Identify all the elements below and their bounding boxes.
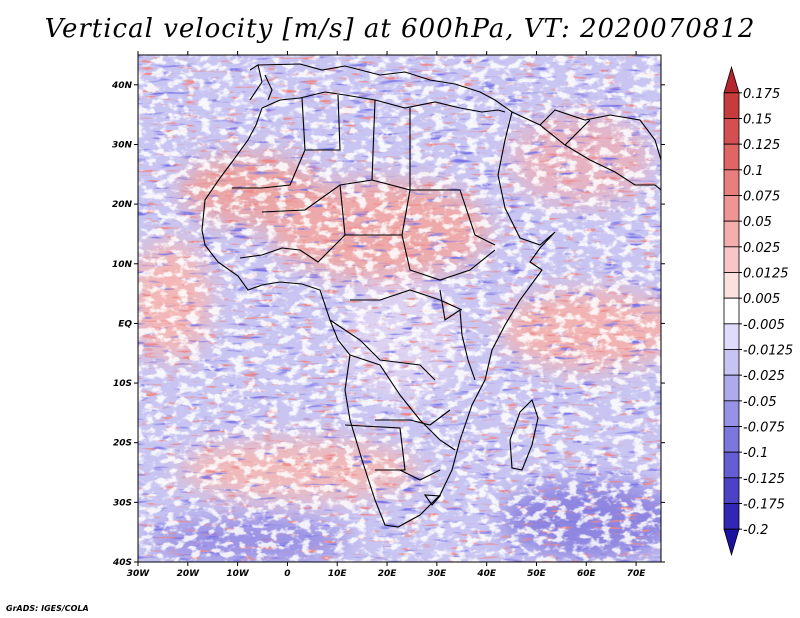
colorbar-box — [723, 246, 740, 273]
colorbar-label: -0.1 — [743, 446, 768, 461]
colorbar-box — [723, 272, 740, 299]
vertical-velocity-field — [138, 55, 661, 562]
colorbar-box — [723, 400, 740, 427]
colorbar-box — [723, 451, 740, 479]
colorbar-label: -0.005 — [743, 318, 785, 333]
lon-tick-label: 70E — [627, 569, 647, 579]
colorbar-max-triangle — [723, 65, 740, 94]
colorbar-box — [723, 118, 740, 145]
lat-tick-label: 10S — [113, 379, 132, 389]
credit-text: GrADS: IGES/COLA — [6, 604, 89, 613]
lat-tick-label: 20S — [113, 439, 132, 449]
colorbar-label: 0.175 — [743, 87, 780, 102]
colorbar-box — [723, 426, 740, 453]
coastlines-and-borders — [201, 63, 661, 528]
colorbar-label: -0.0125 — [743, 344, 793, 359]
colorbar-box — [723, 297, 740, 325]
colorbar-box — [723, 503, 740, 530]
map-frame — [137, 54, 662, 563]
colorbar-box — [723, 374, 740, 402]
longitude-axis: 30W 20W 10W 0 10E 20E 30E 40E 50E 60E 70E — [127, 51, 647, 579]
colorbar-box — [723, 477, 740, 504]
latitude-axis: 40N 30N 20N 10N EQ 10S 20S 30S 40S — [111, 81, 665, 568]
colorbar-label: -0.125 — [743, 472, 785, 487]
lat-tick-label: 30N — [112, 140, 133, 150]
colorbar-label: 0.025 — [743, 241, 780, 256]
colorbar-box — [723, 92, 740, 119]
colorbar-label: 0.0125 — [743, 267, 789, 282]
lon-tick-label: 50E — [527, 569, 547, 579]
lat-tick-label: 40N — [111, 81, 133, 91]
lat-tick-label: 10N — [112, 260, 133, 270]
colorbar-label: 0.125 — [743, 138, 780, 153]
chart-title: Vertical velocity [m/s] at 600hPa, VT: 2… — [44, 14, 756, 44]
lon-tick-label: 10W — [226, 569, 250, 579]
colorbar-box — [723, 169, 740, 196]
lat-tick-label: EQ — [118, 319, 132, 329]
colorbar-label: 0.075 — [743, 190, 780, 205]
colorbar-label: 0.05 — [743, 215, 772, 230]
lon-tick-label: 20W — [177, 569, 201, 579]
lon-tick-label: 30E — [428, 569, 448, 579]
colorbar-box — [723, 349, 740, 376]
lat-tick-label: 40S — [112, 558, 132, 568]
colorbar-box — [723, 195, 740, 222]
lon-tick-label: 0 — [284, 569, 290, 579]
lon-tick-label: 20E — [378, 569, 398, 579]
colorbar: 0.175 0.15 0.125 0.1 0.075 0.05 0.025 0.0125 0.0… — [723, 65, 793, 557]
lon-tick-label: 60E — [577, 569, 597, 579]
colorbar-label: 0.1 — [743, 164, 764, 179]
colorbar-label: 0.005 — [743, 292, 780, 307]
lon-tick-label: 10E — [328, 569, 348, 579]
colorbar-label: -0.175 — [743, 498, 785, 513]
lat-tick-label: 20N — [112, 200, 133, 210]
colorbar-box — [723, 220, 740, 248]
lat-tick-label: 30S — [113, 498, 132, 508]
colorbar-label: -0.05 — [743, 395, 777, 410]
colorbar-label: -0.075 — [743, 421, 785, 436]
colorbar-label: -0.025 — [743, 369, 785, 384]
lon-tick-label: 30W — [127, 569, 151, 579]
colorbar-label: -0.2 — [743, 523, 768, 538]
colorbar-label: 0.15 — [743, 113, 772, 128]
lon-tick-label: 40E — [476, 569, 497, 579]
colorbar-box — [723, 143, 740, 171]
colorbar-min-triangle — [723, 528, 740, 557]
colorbar-box — [723, 323, 740, 350]
